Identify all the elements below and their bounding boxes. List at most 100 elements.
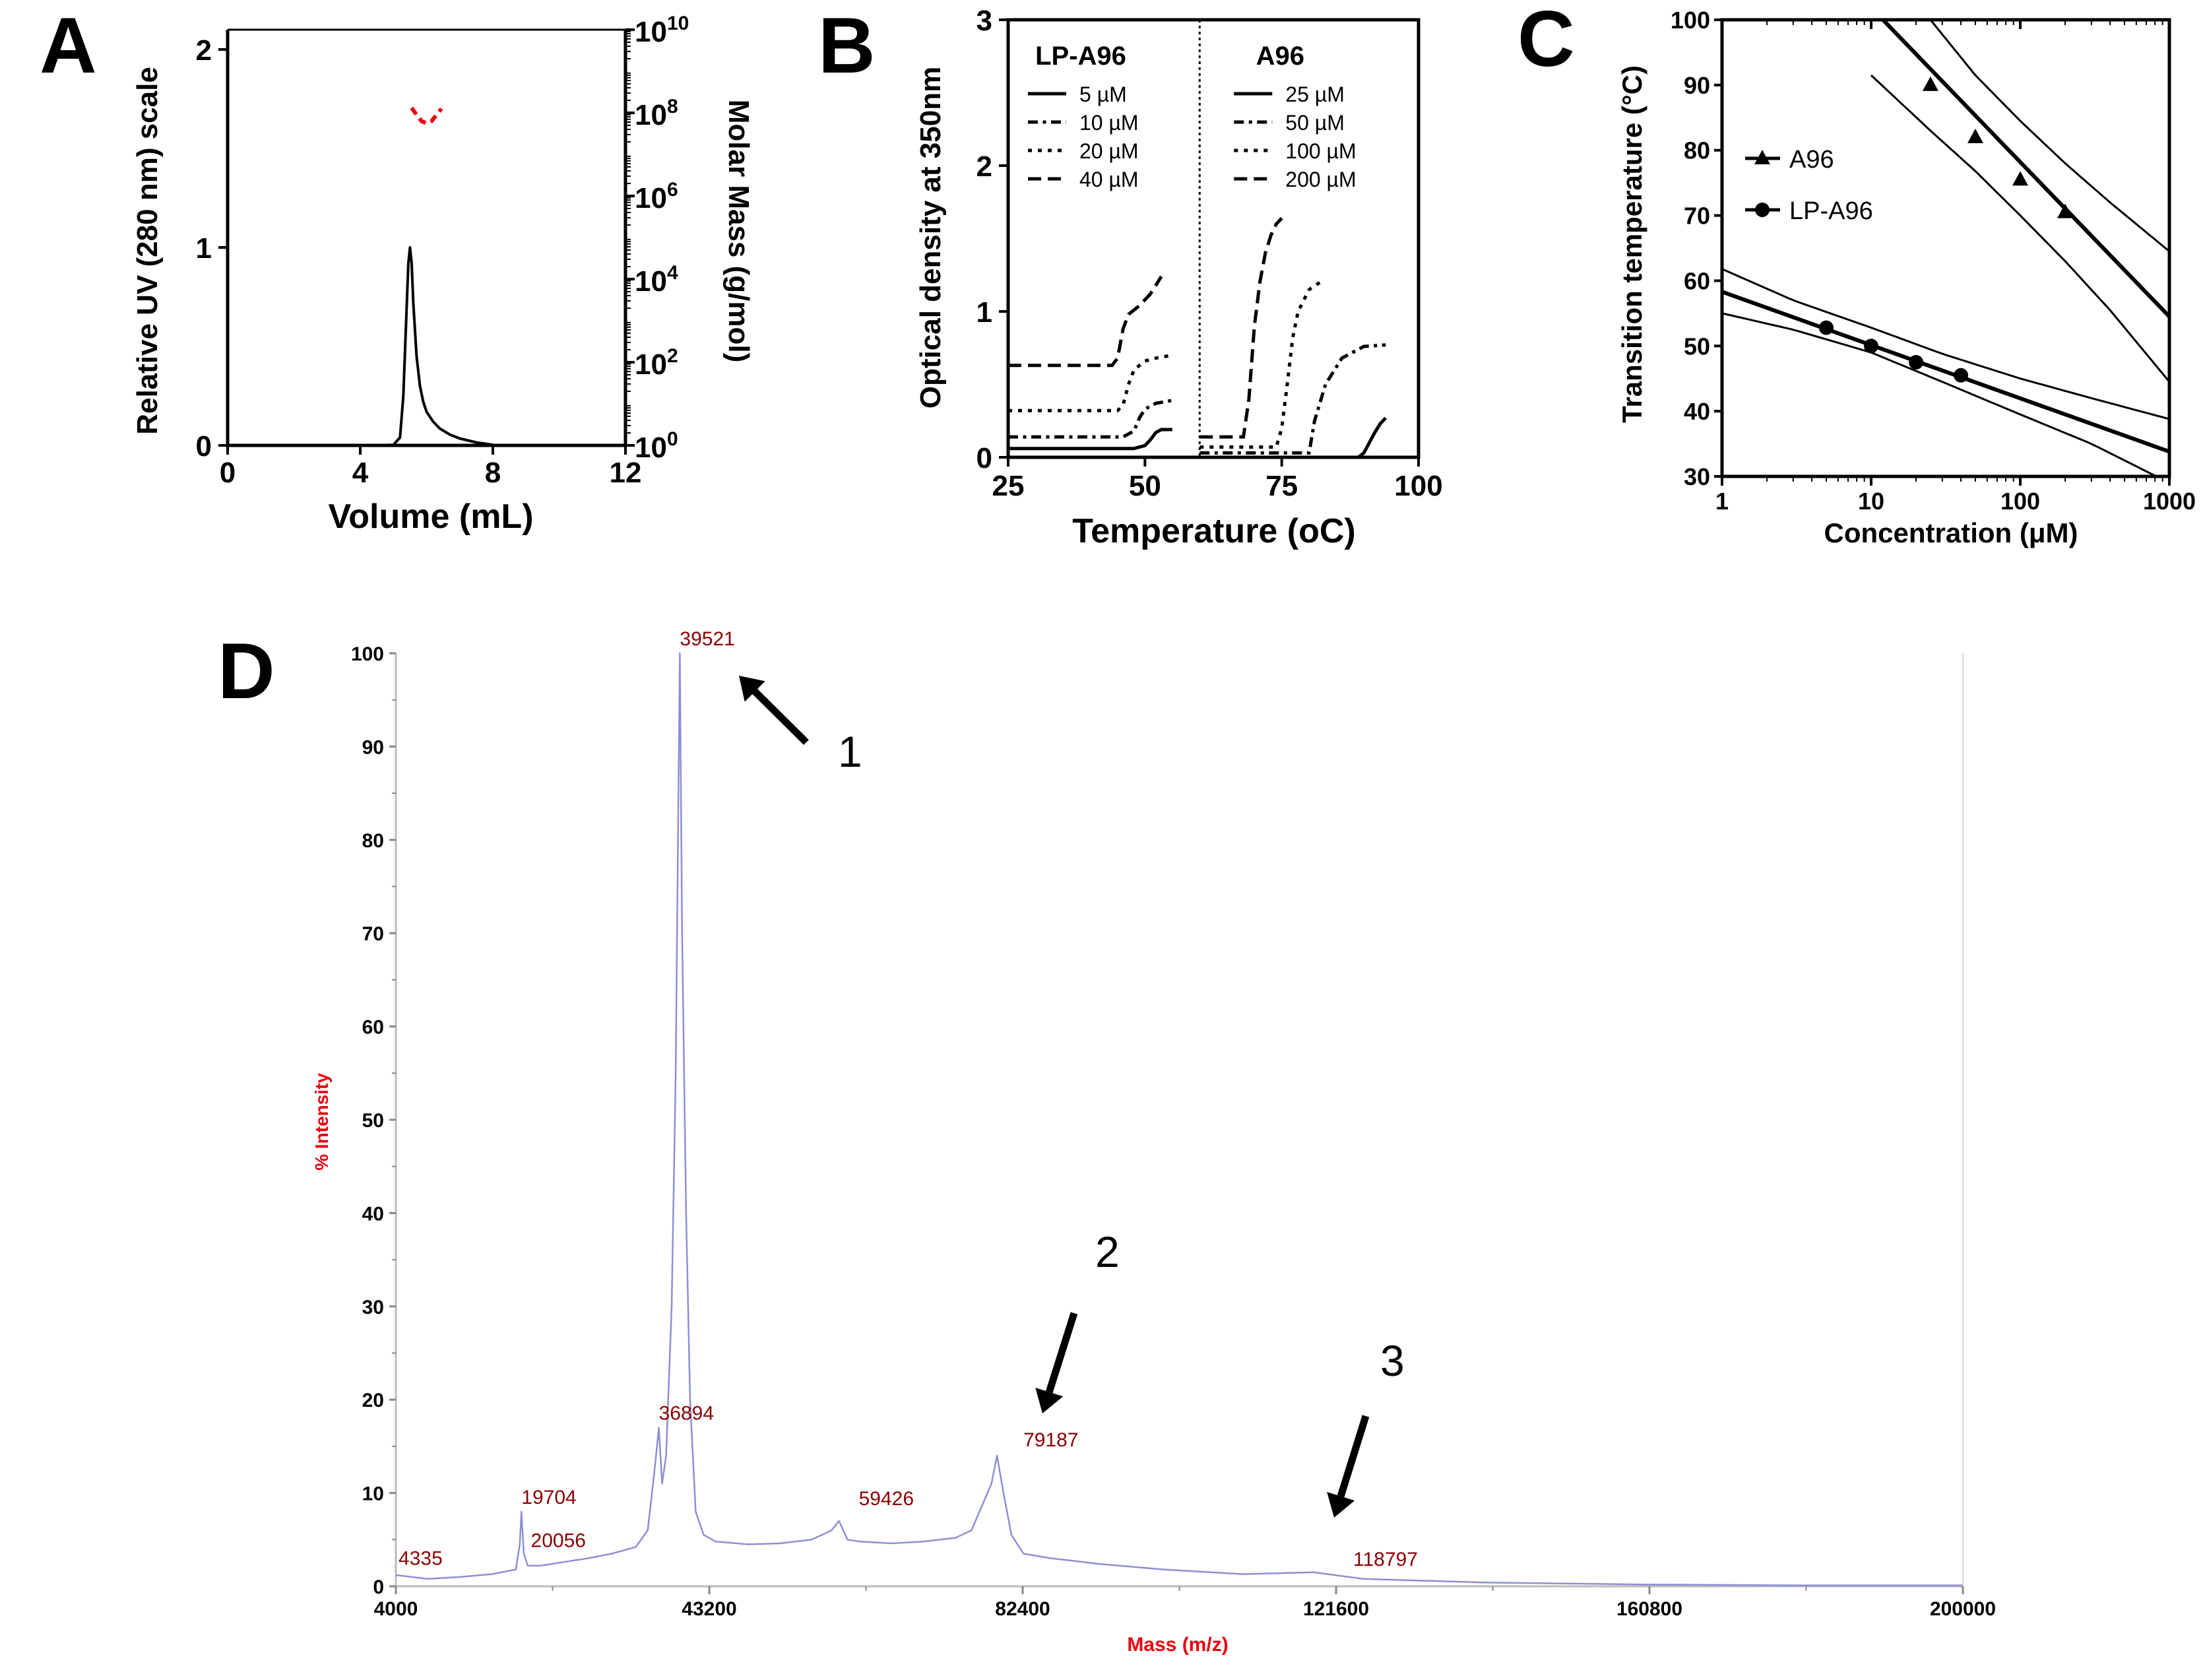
panel-a-y2-tick-label: 104 — [635, 262, 678, 298]
panel-b-legend-title: A96 — [1256, 42, 1304, 71]
panel-c-point-circle — [1909, 355, 1924, 370]
panel-d-label: D — [218, 627, 275, 715]
panel-c-axes: 1 10 100 1000 30 40 50 60 70 80 90 100 — [1671, 7, 2196, 515]
panel-b: B Optical density at 350nm Temperature (… — [818, 1, 1443, 550]
panel-d-x-tick-label: 121600 — [1303, 1598, 1369, 1620]
panel-a-molar-mass-trace — [410, 106, 443, 126]
panel-b-legend-label: 10 µM — [1079, 111, 1139, 135]
panel-d-peak-label: 36894 — [659, 1403, 714, 1425]
panel-c-point-triangle — [2057, 203, 2074, 218]
panel-b-y-tick-label: 0 — [976, 442, 992, 474]
panel-b-ylabel: Optical density at 350nm — [914, 67, 947, 408]
panel-d-y-tick-label: 50 — [362, 1110, 384, 1132]
panel-b-series-line — [1008, 399, 1173, 439]
panel-d: D % Intensity Mass (m/z) 0 10 20 30 40 50 60 70… — [218, 627, 1996, 1656]
panel-c-xlabel: Concentration (μM) — [1824, 517, 2078, 548]
panel-b-series-line — [1199, 280, 1322, 449]
panel-c-frame — [1720, 18, 2171, 478]
panel-c-y-tick-label: 60 — [1684, 267, 1710, 294]
panel-a-y2-tick-label: 108 — [635, 96, 678, 131]
panel-b-legend-label: 20 µM — [1079, 139, 1139, 163]
panel-d-y-tick-label: 20 — [362, 1390, 384, 1411]
panel-d-y-tick-label: 10 — [362, 1483, 384, 1505]
panel-b-legend-label: 50 µM — [1285, 111, 1345, 135]
panel-d-arrow-shaft — [1045, 1312, 1078, 1394]
panel-b-legend-label: 200 µM — [1285, 168, 1356, 191]
panel-c-ci-upper — [1929, 20, 2169, 253]
panel-b-legend-label: 25 µM — [1285, 82, 1345, 106]
panel-d-arrow-shaft — [1337, 1415, 1370, 1498]
panel-d-peak-label: 59426 — [859, 1488, 914, 1510]
panel-c-point-circle — [1864, 339, 1878, 354]
panel-b-y-tick-label: 1 — [976, 296, 992, 329]
panel-c-ci-lower — [1870, 74, 2169, 383]
panel-b-axes: 25 50 75 100 0 1 2 3 — [976, 5, 1443, 502]
panel-d-plot — [395, 652, 1963, 1586]
panel-c-y-tick-label: 50 — [1684, 333, 1710, 360]
panel-b-series-line — [1008, 275, 1163, 368]
panel-c-legend-marker-triangle — [1754, 150, 1770, 164]
panel-d-y-tick-label: 0 — [373, 1576, 384, 1598]
panel-c-y-tick-label: 70 — [1684, 203, 1710, 230]
panel-d-x-tick-label: 200000 — [1930, 1598, 1996, 1620]
panel-c-legend: A96 LP-A96 — [1745, 146, 1873, 225]
panel-d-x-tick-label: 160800 — [1616, 1598, 1682, 1620]
panel-d-ylabel: % Intensity — [311, 1073, 332, 1171]
panel-a-y2-tick-label: 106 — [635, 179, 678, 214]
panel-a-x-tick-label: 0 — [220, 457, 236, 489]
panel-c-y-tick-label: 40 — [1684, 398, 1710, 425]
panel-c-x-tick-label: 1 — [1715, 488, 1729, 515]
panel-b-series-line — [1008, 428, 1172, 451]
panel-b-series-line — [1008, 353, 1173, 412]
panel-b-series-line — [1199, 216, 1283, 439]
panel-a-y2-tick-label: 102 — [635, 345, 678, 381]
panel-a-y-tick-label: 0 — [196, 430, 212, 463]
panel-d-x-tick-label: 43200 — [682, 1598, 736, 1620]
panel-a-x-tick-label: 4 — [352, 457, 369, 489]
panel-c-x-tick-label: 1000 — [2143, 488, 2196, 515]
panel-d-annotations: 1 2 3 — [739, 676, 1405, 1518]
panel-a-y-tick-label: 1 — [196, 232, 212, 265]
panel-d-arrow-label: 2 — [1095, 1227, 1120, 1276]
panel-a-y2label: Molar Mass (g/mol) — [722, 100, 755, 363]
panel-c-legend-label: LP-A96 — [1789, 197, 1873, 225]
panel-c-y-tick-label: 80 — [1684, 137, 1710, 164]
panel-a: A Relative UV (280 nm) scale Molar Mass … — [40, 1, 755, 536]
panel-c-x-tick-label: 100 — [2000, 488, 2040, 515]
panel-b-x-tick-label: 100 — [1394, 470, 1442, 502]
panel-b-label: B — [818, 1, 876, 90]
panel-d-arrow-head — [1035, 1387, 1064, 1413]
panel-d-peak-label: 4335 — [399, 1548, 443, 1570]
panel-c-legend-label: A96 — [1789, 146, 1834, 174]
panel-d-peak-label: 79187 — [1023, 1429, 1078, 1451]
panel-c-fit-line — [1881, 20, 2169, 318]
panel-a-y-tick-label: 2 — [196, 34, 212, 67]
panel-d-peak-labels: 39521 36894 19704 20056 4335 59426 79187 118797 — [399, 628, 1418, 1570]
panel-d-y-tick-label: 40 — [362, 1203, 384, 1225]
panel-d-y-tick-label: 90 — [362, 736, 384, 758]
panel-d-peak-label: 19704 — [521, 1487, 576, 1508]
panel-a-y2-tick-label: 1010 — [635, 13, 689, 48]
panel-a-uv-trace — [228, 246, 494, 447]
panel-d-y-tick-label: 80 — [362, 830, 384, 852]
panel-c-point-circle — [1954, 368, 1969, 383]
panel-b-y-tick-label: 2 — [976, 150, 992, 183]
panel-a-x-tick-label: 12 — [610, 457, 642, 489]
panel-d-peak-label: 39521 — [680, 628, 734, 650]
panel-d-spectrum — [395, 652, 1963, 1586]
panel-d-peak-label: 20056 — [531, 1530, 586, 1552]
panel-d-xlabel: Mass (m/z) — [1127, 1634, 1228, 1656]
panel-c-y-tick-label: 90 — [1684, 72, 1710, 99]
panel-c-point-triangle — [1967, 128, 1983, 143]
panel-b-y-tick-label: 3 — [976, 5, 992, 37]
panel-c-legend-marker-circle — [1755, 203, 1770, 217]
panel-b-legend-title: LP-A96 — [1035, 42, 1126, 71]
panel-a-y2-tick-label: 100 — [635, 428, 678, 464]
panel-d-x-tick-label: 4000 — [374, 1598, 418, 1620]
panel-d-arrow-label: 3 — [1380, 1336, 1405, 1385]
panel-d-arrow-head — [739, 676, 765, 702]
panel-d-y-tick-label: 30 — [362, 1297, 384, 1318]
